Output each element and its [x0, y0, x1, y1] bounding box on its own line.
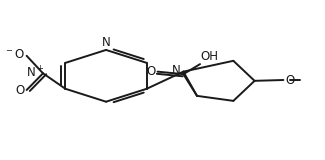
Text: N$^+$: N$^+$ — [26, 66, 45, 81]
Text: O: O — [285, 73, 294, 87]
Text: N: N — [102, 36, 110, 49]
Text: O: O — [16, 84, 25, 96]
Text: O: O — [147, 65, 156, 78]
Text: OH: OH — [201, 50, 219, 63]
Text: N: N — [172, 64, 180, 77]
Text: $^-$O: $^-$O — [4, 48, 25, 61]
